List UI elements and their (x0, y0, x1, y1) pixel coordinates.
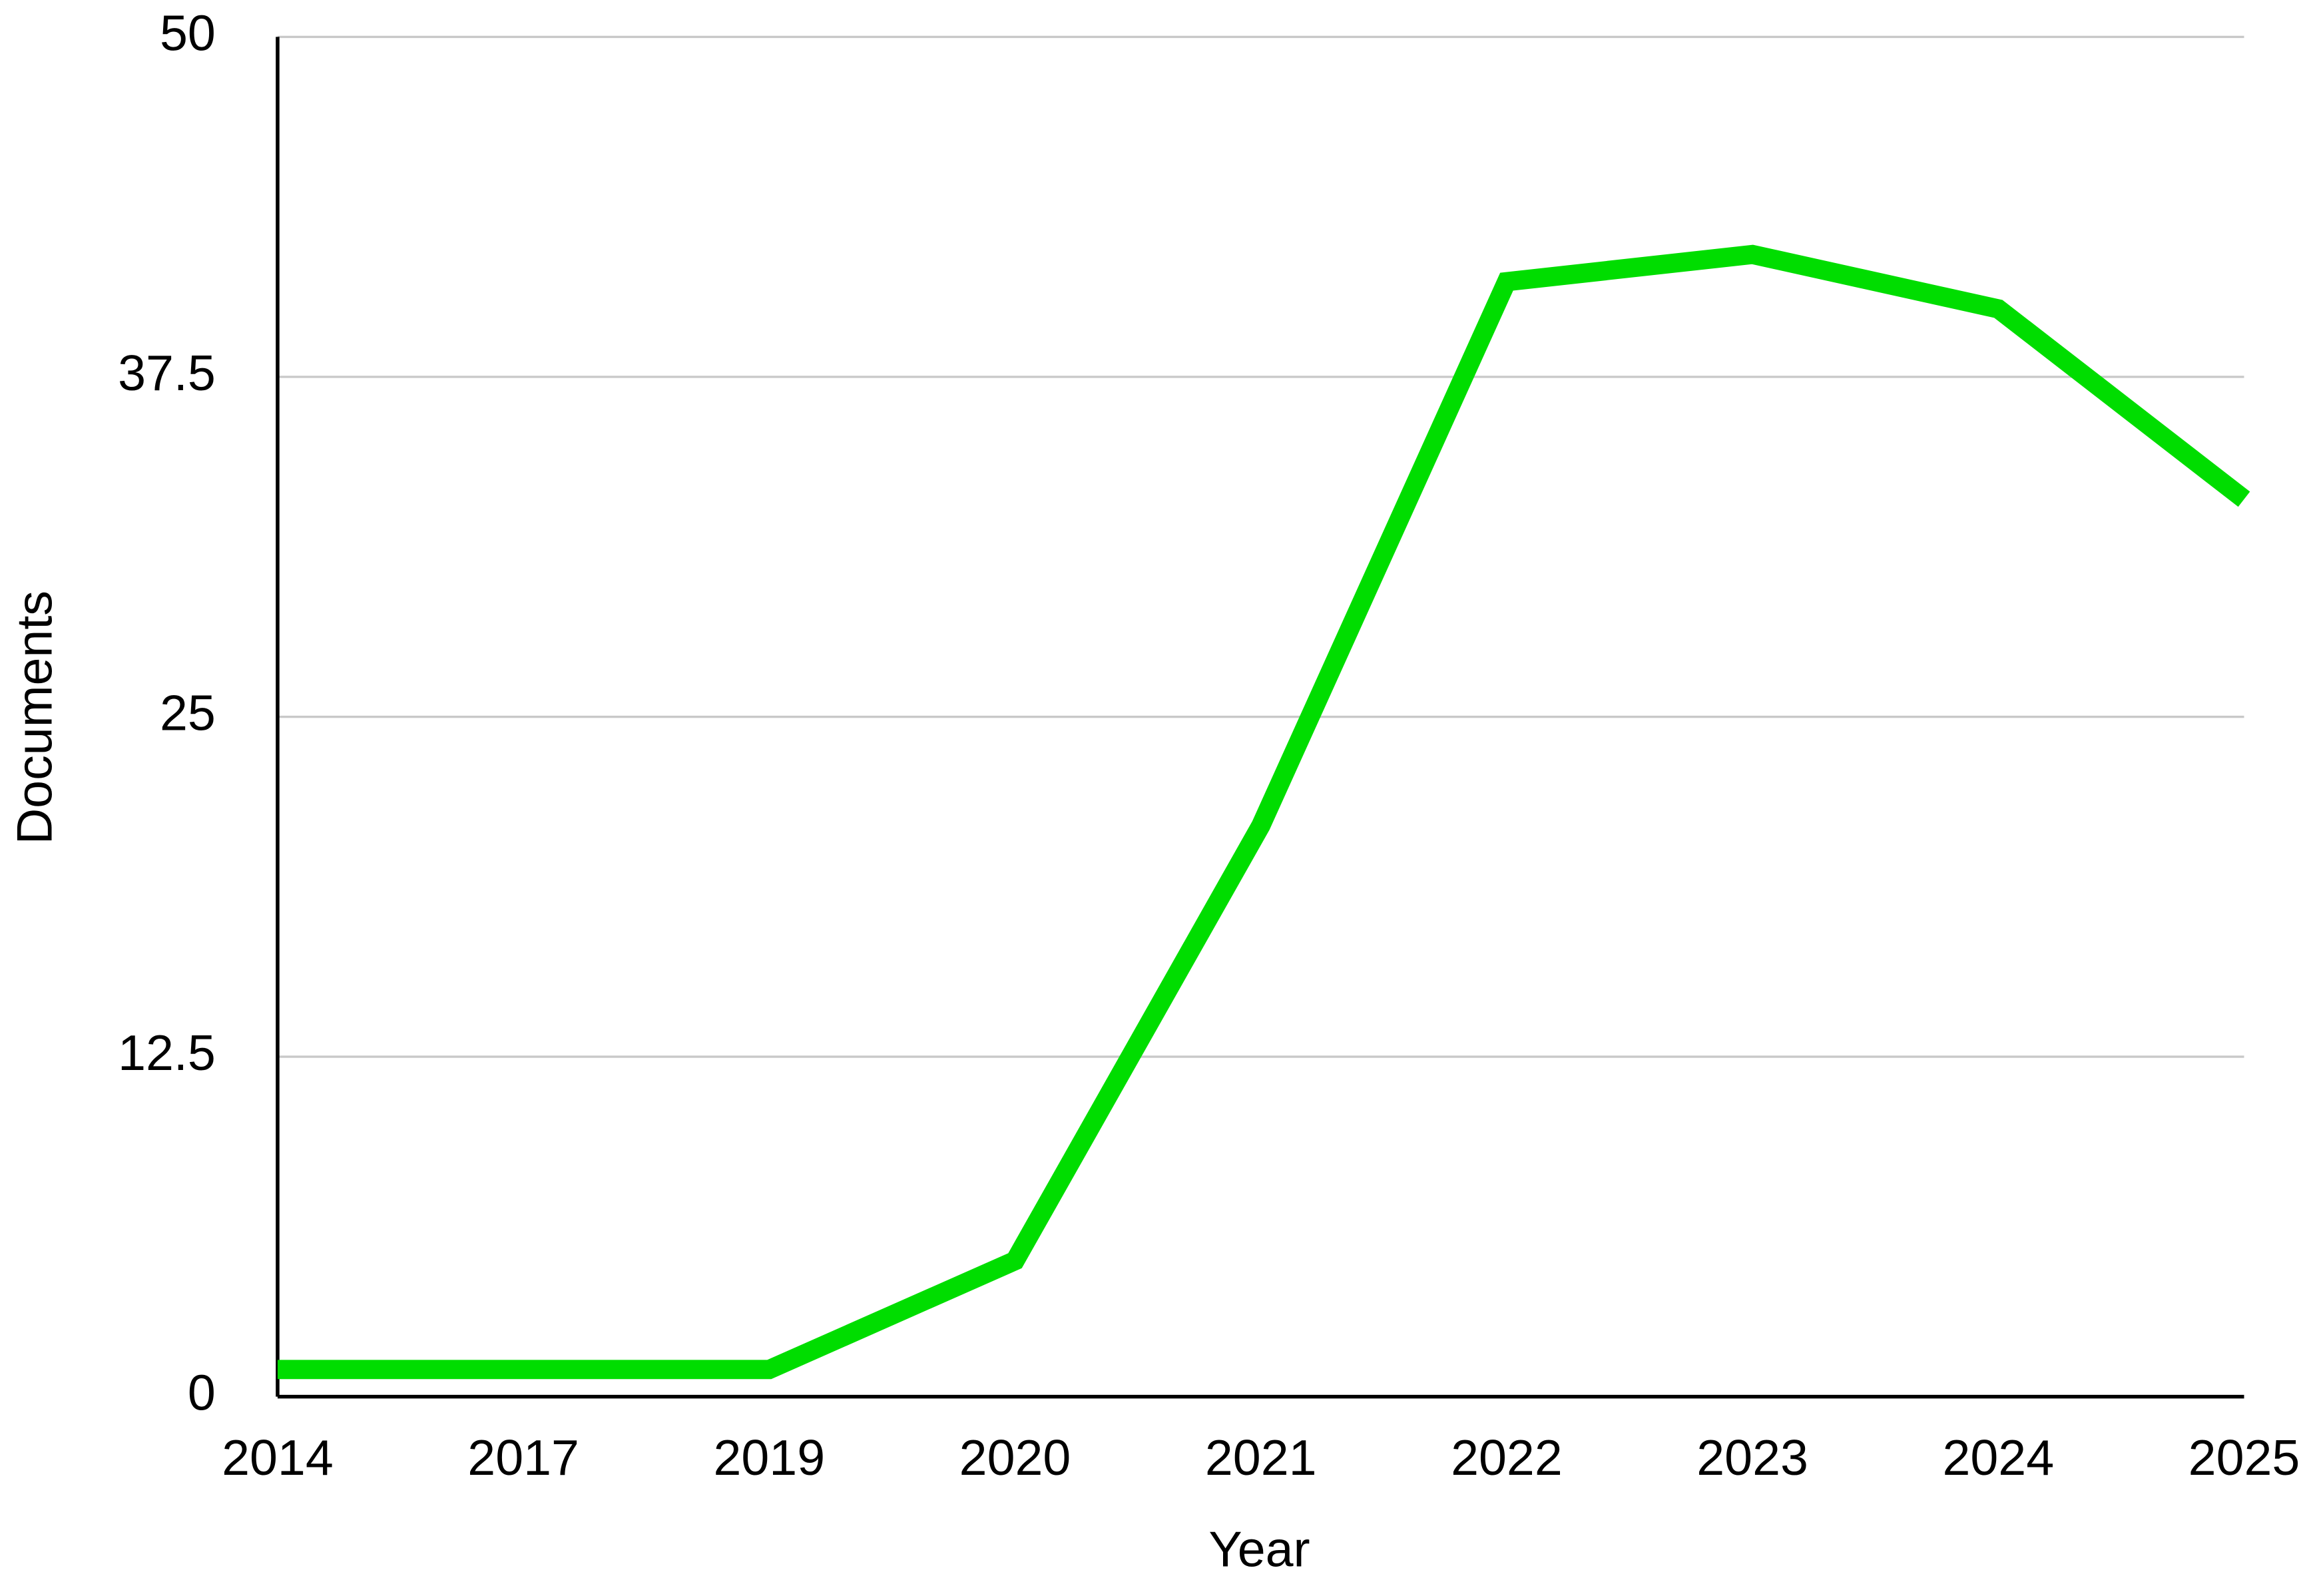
x-tick-label: 2024 (1942, 1430, 2054, 1485)
x-tick-label: 2025 (2188, 1430, 2300, 1485)
y-tick-label: 25 (160, 684, 216, 740)
x-tick-label: 2022 (1451, 1430, 1563, 1485)
y-tick-label: 12.5 (118, 1025, 216, 1081)
data-line (277, 244, 2250, 1380)
x-tick-label: 2019 (713, 1430, 825, 1485)
x-tick-label: 2017 (467, 1430, 579, 1485)
y-tick-label: 0 (188, 1365, 216, 1421)
x-tick-label: 2020 (959, 1430, 1071, 1485)
y-tick-label: 37.5 (118, 345, 216, 401)
x-tick-label: 2021 (1205, 1430, 1317, 1485)
x-tick-label: 2023 (1696, 1430, 1808, 1485)
y-axis-label: Documents (7, 591, 63, 844)
y-tick-label: 50 (160, 5, 216, 61)
x-axis-label: Year (1208, 1521, 1310, 1577)
x-tick-label: 2014 (222, 1430, 334, 1485)
